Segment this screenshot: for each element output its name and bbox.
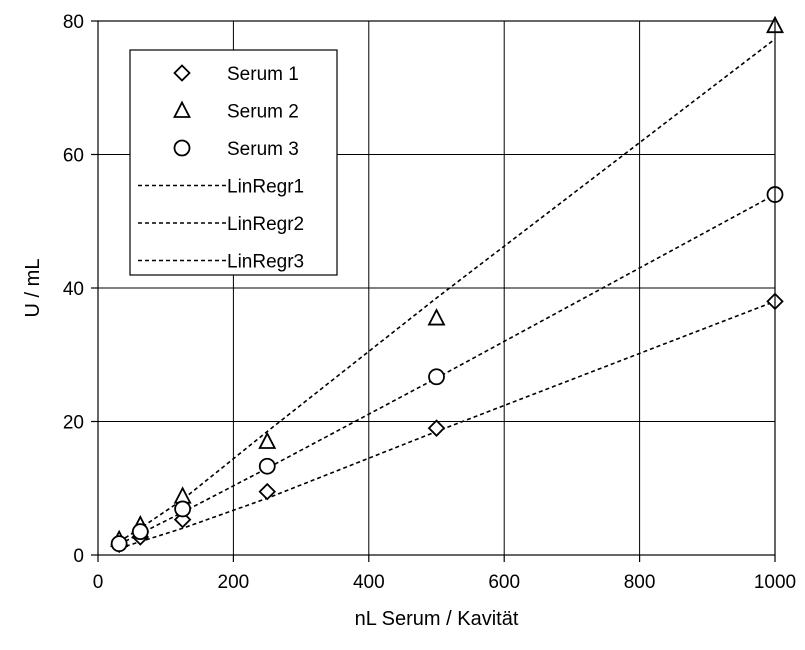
x-tick-label-200: 200 — [218, 572, 250, 593]
regression-line-linregr3 — [118, 193, 776, 546]
data-point-serum-3-2 — [174, 500, 192, 518]
data-point-serum-2-3 — [258, 431, 277, 449]
data-point-serum-3-0 — [110, 535, 128, 553]
legend-label-linregr1: LinRegr1 — [227, 177, 304, 198]
legend-symbol-serum-2 — [173, 100, 191, 118]
legend-label-serum-1: Serum 1 — [227, 64, 299, 85]
legend-marker-serum-2 — [173, 100, 191, 118]
axis-ticks: 0 200 400 600 800 1000 0 20 40 60 80 — [63, 12, 796, 593]
data-point-serum-1-3 — [258, 482, 277, 501]
legend-box — [129, 49, 338, 276]
x-axis-title: nL Serum / Kavität — [355, 608, 519, 630]
x-tick-label-600: 600 — [488, 572, 520, 593]
x-tick-label-400: 400 — [353, 572, 385, 593]
y-axis-title: U / mL — [22, 259, 44, 318]
data-point-serum-3-3 — [258, 457, 276, 475]
legend-label-serum-3: Serum 3 — [227, 139, 299, 160]
legend-marker-serum-3 — [173, 139, 191, 157]
y-tick-label-60: 60 — [63, 146, 84, 167]
regression-line-linregr2 — [118, 38, 776, 543]
y-tick-label-0: 0 — [73, 546, 84, 567]
y-tick-label-40: 40 — [63, 279, 84, 300]
data-markers — [110, 15, 784, 554]
data-point-serum-3-1 — [131, 523, 149, 541]
legend-label-serum-2: Serum 2 — [227, 102, 299, 123]
legend-item-serum-2: Serum 2 — [173, 100, 299, 123]
legend-symbol-serum-1 — [173, 64, 191, 82]
data-point-serum-3-4 — [428, 368, 445, 386]
legend-marker-serum-1 — [173, 64, 191, 82]
x-tick-label-1000: 1000 — [754, 572, 796, 593]
data-point-serum-2-4 — [427, 308, 446, 326]
legend-item-serum-1: Serum 1 — [173, 64, 299, 85]
legend-item-serum-3: Serum 3 — [173, 139, 299, 160]
regression-lines — [118, 38, 776, 550]
legend-item-linregr1: LinRegr1 — [138, 177, 304, 198]
legend: Serum 1 Serum 2 Serum 3 LinRegr1 LinRegr… — [129, 49, 338, 276]
data-point-serum-1-4 — [427, 419, 446, 437]
legend-label-linregr2: LinRegr2 — [227, 214, 304, 235]
x-tick-label-0: 0 — [93, 572, 104, 593]
legend-symbol-serum-3 — [173, 139, 191, 157]
legend-item-linregr2: LinRegr2 — [138, 214, 304, 235]
regression-line-linregr1 — [118, 300, 776, 550]
legend-label-linregr3: LinRegr3 — [227, 252, 304, 273]
x-tick-label-800: 800 — [624, 572, 656, 593]
legend-item-linregr3: LinRegr3 — [138, 252, 304, 273]
y-tick-label-20: 20 — [63, 413, 84, 434]
y-tick-label-80: 80 — [63, 12, 84, 33]
